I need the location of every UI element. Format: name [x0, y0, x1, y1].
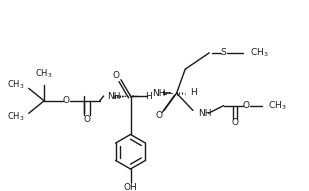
Text: O: O — [242, 101, 249, 110]
Text: H: H — [145, 91, 152, 100]
Text: CH$_3$: CH$_3$ — [268, 99, 286, 112]
Text: CH$_3$: CH$_3$ — [7, 78, 25, 91]
Text: NH: NH — [152, 89, 165, 98]
Text: O: O — [112, 71, 120, 80]
Text: H: H — [191, 88, 197, 97]
Text: CH$_3$: CH$_3$ — [35, 67, 53, 80]
Text: S: S — [221, 48, 226, 57]
Text: NH: NH — [198, 109, 211, 118]
Text: CH$_3$: CH$_3$ — [250, 47, 268, 59]
Text: O: O — [232, 118, 239, 127]
Text: CH$_3$: CH$_3$ — [7, 111, 25, 123]
Text: OH: OH — [124, 183, 138, 191]
Text: NH: NH — [108, 91, 121, 100]
Text: O: O — [63, 96, 70, 105]
Text: O: O — [84, 115, 91, 124]
Text: O: O — [156, 111, 163, 120]
